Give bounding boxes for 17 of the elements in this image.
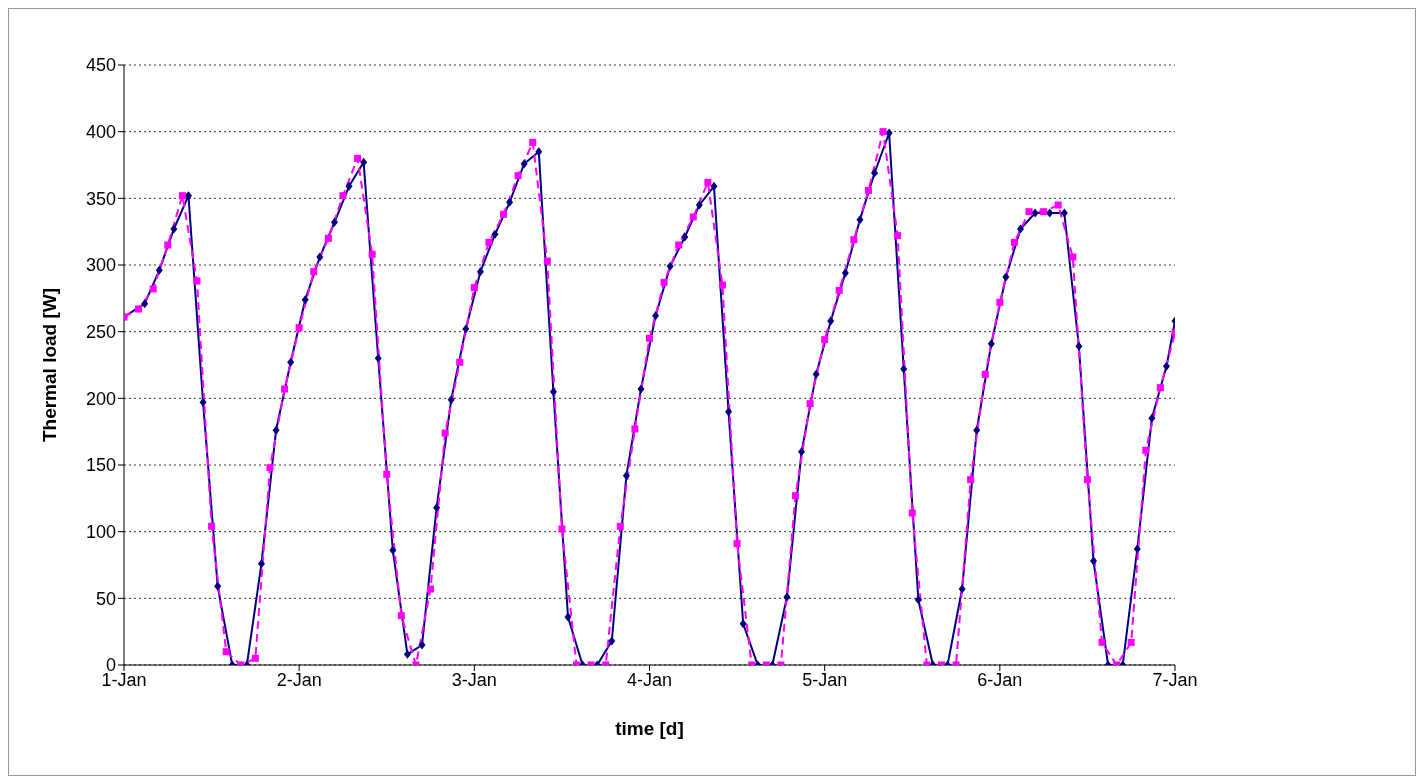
y-tick-label: 150 — [85, 455, 116, 476]
x-tick-label: 6-Jan — [977, 669, 1023, 690]
y-tick-label: 250 — [85, 322, 116, 343]
y-axis-title: Thermal load [W] — [38, 287, 60, 443]
y-tick-label: 100 — [85, 522, 116, 543]
x-tick-label: 7-Jan — [1152, 669, 1198, 690]
x-tick-label: 3-Jan — [451, 669, 497, 690]
y-tick-label: 450 — [85, 55, 116, 76]
y-tick-label: 350 — [85, 188, 116, 209]
y-tick-label: 50 — [95, 588, 116, 609]
x-tick-label: 4-Jan — [626, 669, 673, 690]
y-tick-label: 300 — [85, 255, 116, 276]
x-axis-title: time [d] — [615, 718, 684, 739]
y-tick-label: 200 — [85, 388, 116, 409]
x-tick-label: 2-Jan — [276, 669, 322, 690]
y-tick-label: 400 — [85, 122, 116, 143]
x-tick-label: 5-Jan — [802, 669, 848, 690]
